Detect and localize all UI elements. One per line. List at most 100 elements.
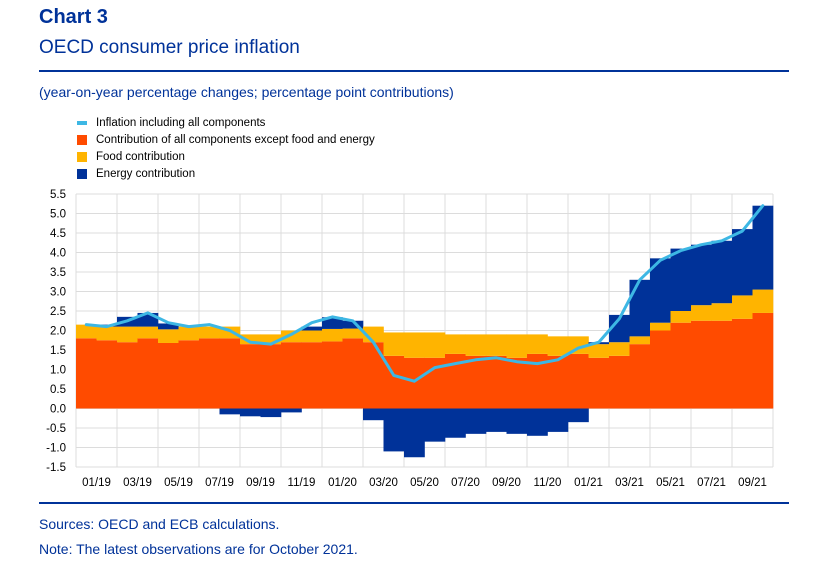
legend-label-energy: Energy contribution — [96, 167, 196, 180]
chart-subtitle: (year-on-year percentage changes; percen… — [39, 84, 454, 100]
bar-core — [96, 340, 118, 409]
bar-core — [732, 318, 753, 409]
y-tick-label: 3.0 — [50, 287, 66, 299]
bar-energy — [568, 408, 589, 423]
bar-food — [670, 311, 692, 323]
y-tick-label: -0.5 — [46, 423, 66, 435]
y-tick-label: 1.0 — [50, 365, 66, 377]
bar-core — [486, 355, 507, 409]
bar-core — [506, 357, 528, 409]
bar-food — [732, 295, 753, 319]
bar-energy — [711, 240, 733, 304]
bar-core — [158, 342, 179, 409]
bar-energy — [301, 326, 323, 331]
bar-food — [342, 328, 364, 339]
bar-food — [445, 334, 466, 354]
bar-energy — [650, 258, 671, 323]
bar-food — [547, 336, 569, 356]
legend-item-core: Contribution of all components except fo… — [77, 131, 375, 148]
legend-item-energy: Energy contribution — [77, 165, 375, 182]
bar-energy — [527, 408, 548, 436]
bar-energy — [506, 408, 528, 434]
legend-label-food: Food contribution — [96, 150, 185, 163]
legend-label-core: Contribution of all components except fo… — [96, 133, 375, 146]
bar-core — [711, 320, 733, 409]
y-tick-label: 0.0 — [50, 404, 66, 416]
legend-swatch-food — [77, 151, 87, 162]
bar-energy — [342, 320, 364, 329]
bar-core — [199, 338, 220, 409]
bar-core — [117, 342, 138, 409]
chart-title: OECD consumer price inflation — [39, 37, 300, 58]
bar-core — [137, 338, 159, 409]
bar-food — [383, 332, 405, 356]
bar-core — [281, 342, 302, 409]
bar-food — [465, 334, 487, 356]
x-tick-label: 07/20 — [451, 477, 480, 489]
y-tick-label: 5.5 — [50, 189, 66, 201]
x-tick-label: 01/20 — [328, 477, 357, 489]
bar-energy — [158, 323, 179, 330]
y-tick-label: 1.5 — [50, 345, 66, 357]
y-tick-label: 2.5 — [50, 306, 66, 318]
bar-core — [629, 344, 651, 409]
bar-core — [76, 338, 97, 409]
bar-core — [752, 312, 774, 409]
bar-food — [527, 334, 548, 354]
bar-core — [404, 357, 425, 409]
x-tick-label: 01/19 — [82, 477, 111, 489]
bar-food — [76, 324, 97, 339]
bar-energy — [486, 408, 507, 432]
bar-energy — [445, 408, 466, 438]
bar-core — [691, 320, 712, 409]
bar-energy — [363, 408, 384, 421]
bar-energy — [752, 205, 774, 290]
bar-food — [322, 328, 343, 342]
top-rule — [39, 70, 789, 72]
legend-item-food: Food contribution — [77, 148, 375, 165]
x-tick-label: 11/20 — [534, 477, 562, 489]
bar-food — [711, 303, 733, 321]
bar-energy — [547, 408, 569, 432]
bar-core — [527, 353, 548, 409]
x-tick-label: 05/19 — [164, 477, 193, 489]
footer-sources: Sources: OECD and ECB calculations. — [39, 516, 280, 532]
bar-energy — [609, 314, 630, 343]
x-tick-label: 11/19 — [288, 477, 316, 489]
y-tick-label: 2.0 — [50, 326, 66, 338]
x-tick-label: 03/21 — [615, 477, 644, 489]
bar-food — [158, 329, 179, 343]
y-tick-label: 4.0 — [50, 248, 66, 260]
legend-swatch-headline — [77, 120, 87, 125]
bar-energy — [260, 408, 282, 418]
bar-food — [260, 334, 282, 345]
bar-food — [199, 326, 220, 339]
bar-core — [219, 338, 241, 409]
bar-core — [240, 344, 261, 409]
bar-energy — [732, 229, 753, 296]
bar-core — [363, 342, 384, 409]
y-tick-label: -1.5 — [46, 462, 66, 474]
bar-core — [322, 341, 343, 409]
y-tick-label: 4.5 — [50, 228, 66, 240]
bar-core — [260, 344, 282, 409]
bar-core — [547, 355, 569, 409]
bar-food — [281, 330, 302, 343]
bar-food — [629, 336, 651, 345]
legend-item-headline: Inflation including all components — [77, 114, 375, 131]
bar-energy — [670, 248, 692, 311]
bar-food — [240, 334, 261, 345]
bar-food — [588, 344, 610, 358]
bar-food — [404, 332, 425, 358]
bar-energy — [219, 408, 241, 415]
bar-food — [609, 342, 630, 356]
x-tick-label: 05/21 — [656, 477, 685, 489]
y-tick-label: 5.0 — [50, 209, 66, 221]
bar-energy — [691, 244, 712, 306]
bar-energy — [465, 408, 487, 434]
bar-energy — [240, 408, 261, 417]
x-tick-label: 09/20 — [492, 477, 521, 489]
bar-energy — [424, 408, 446, 442]
y-tick-label: -1.0 — [46, 443, 66, 455]
